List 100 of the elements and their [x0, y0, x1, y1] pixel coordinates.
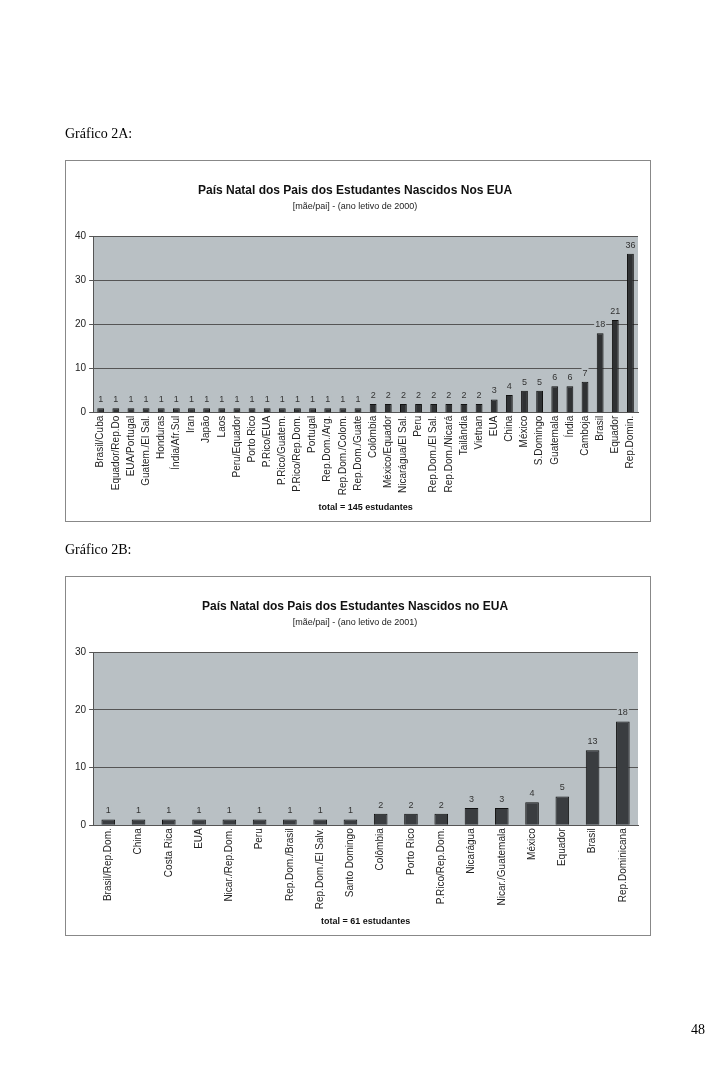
data-label: 2: [400, 389, 406, 400]
x-tick-label: Rep.Dom./Colom.: [336, 415, 348, 496]
data-label: 21: [610, 306, 621, 317]
x-tick-label: Peru/Equador: [230, 415, 242, 478]
data-label: 13: [587, 736, 598, 747]
x-tick-label: Santo Domingo: [344, 827, 356, 898]
x-tick-label: Laos: [215, 415, 227, 438]
x-axis-title: total = 145 estudantes: [318, 502, 413, 513]
x-tick-label: Rep.Dom./Arg.: [321, 415, 333, 482]
x-tick-label: Nicarágua/El Sal.: [397, 415, 409, 493]
y-tick-label: 10: [75, 362, 87, 374]
data-label: 1: [355, 394, 361, 405]
x-tick-label: Equador: [556, 827, 568, 867]
x-tick-label: Japão: [200, 415, 212, 443]
x-tick-label: EUA: [192, 827, 204, 849]
x-tick-label: Brasil: [586, 828, 598, 854]
x-tick-label: Costa Rica: [162, 827, 174, 878]
chart-subtitle: [mãe/pai] - (ano letivo de 2001): [292, 617, 418, 628]
x-tick-label: Honduras: [154, 415, 166, 460]
data-label: 1: [279, 394, 285, 405]
data-label: 1: [143, 394, 149, 405]
data-label: 2: [431, 389, 437, 400]
data-label: 1: [189, 394, 195, 405]
text: 48: [691, 1022, 705, 1038]
x-tick-label: P.Rico/Rep.Dom.: [434, 828, 446, 905]
data-label: 1: [234, 394, 240, 405]
data-label: 1: [325, 394, 331, 405]
x-tick-label: Guatem./El Sal.: [139, 415, 151, 486]
data-label: 6: [567, 372, 573, 383]
data-label: 1: [287, 805, 293, 816]
x-tick-label: Nicarágua: [465, 827, 477, 874]
chart-title: País Natal dos Pais dos Estudantes Nascidos no EUA: [201, 598, 509, 613]
x-tick-label: Rep.Dom./El Sal.: [427, 415, 439, 493]
data-label: 18: [617, 707, 628, 718]
x-tick-label: Brasil/Rep.Dom.: [102, 828, 114, 902]
data-label: 5: [521, 376, 527, 387]
x-tick-label: P.Rico/Rep.Dom.: [291, 415, 303, 492]
y-tick-label: 40: [75, 229, 87, 241]
data-label: 2: [446, 389, 452, 400]
x-tick-label: Brasil/Cuba: [94, 415, 106, 468]
data-label: 7: [582, 367, 588, 378]
data-label: 36: [625, 239, 636, 250]
data-label: 1: [113, 394, 119, 405]
x-tick-label: México: [525, 827, 537, 860]
data-label: 3: [499, 793, 505, 804]
y-tick-label: 20: [75, 318, 87, 330]
chart-subtitle: [mãe/pai] - (ano letivo de 2000): [292, 201, 418, 212]
data-label: 2: [461, 389, 467, 400]
x-tick-label: China: [503, 415, 515, 442]
x-tick-label: Rep.Dom./Brasil: [283, 828, 295, 902]
data-label: 2: [416, 389, 422, 400]
data-label: 1: [204, 394, 210, 405]
x-tick-label: Peru: [253, 828, 265, 850]
text: Gráfico 2B:: [65, 542, 133, 558]
x-tick-label: Índia: [562, 415, 575, 438]
data-label: 1: [173, 394, 179, 405]
x-axis-title: total = 61 estudantes: [320, 916, 411, 927]
data-label: 2: [370, 389, 376, 400]
text: Gráfico 2A:: [65, 126, 134, 142]
data-label: 4: [529, 788, 535, 799]
x-tick-label: Porto Rico: [404, 827, 416, 875]
x-tick-label: Iran: [185, 415, 197, 433]
data-label: 1: [219, 394, 225, 405]
x-tick-label: Vietnan: [472, 415, 484, 450]
x-tick-label: EUA/Portugal: [124, 415, 136, 477]
data-label: 2: [385, 389, 391, 400]
data-label: 1: [310, 394, 316, 405]
data-label: 3: [469, 793, 475, 804]
x-tick-label: Portugal: [306, 415, 318, 453]
x-tick-label: Peru: [412, 415, 424, 437]
x-tick-label: Brasil: [593, 415, 605, 441]
data-label: 18: [595, 319, 606, 330]
x-tick-label: Índia/Afr.Sul: [169, 415, 182, 470]
data-label: 2: [476, 389, 482, 400]
data-label: 1: [249, 394, 255, 405]
y-tick-label: 10: [75, 761, 87, 773]
x-tick-label: Rep.Dom./Nicará: [442, 415, 454, 493]
x-tick-label: Equador/Rep.Do: [109, 415, 121, 491]
x-tick-label: Colômbia: [366, 415, 378, 458]
x-tick-label: Equador: [609, 415, 621, 454]
data-label: 1: [166, 805, 172, 816]
x-tick-label: Rep.Dom./Guate: [351, 415, 363, 491]
x-tick-label: P.Rico/Guatem.: [276, 415, 288, 486]
x-tick-label: Rep.Dom./El Salv.: [313, 828, 325, 910]
x-tick-label: EUA: [487, 415, 499, 437]
data-label: 2: [438, 799, 444, 810]
x-tick-label: México: [518, 415, 530, 448]
x-tick-label: Rep.Domin.: [624, 415, 636, 469]
data-label: 5: [537, 376, 543, 387]
x-tick-label: S.Domingo: [533, 415, 545, 466]
data-label: 4: [506, 381, 512, 392]
data-label: 1: [105, 805, 111, 816]
chart-title: País Natal dos Pais dos Estudantes Nascidos Nos EUA: [197, 182, 513, 197]
data-label: 6: [552, 372, 558, 383]
x-tick-label: Guatemala: [548, 415, 560, 465]
x-tick-label: Camboja: [578, 415, 590, 456]
data-label: 2: [378, 799, 384, 810]
data-label: 1: [136, 805, 142, 816]
data-label: 1: [196, 805, 202, 816]
x-tick-label: Rep.Dominicana: [616, 827, 628, 903]
